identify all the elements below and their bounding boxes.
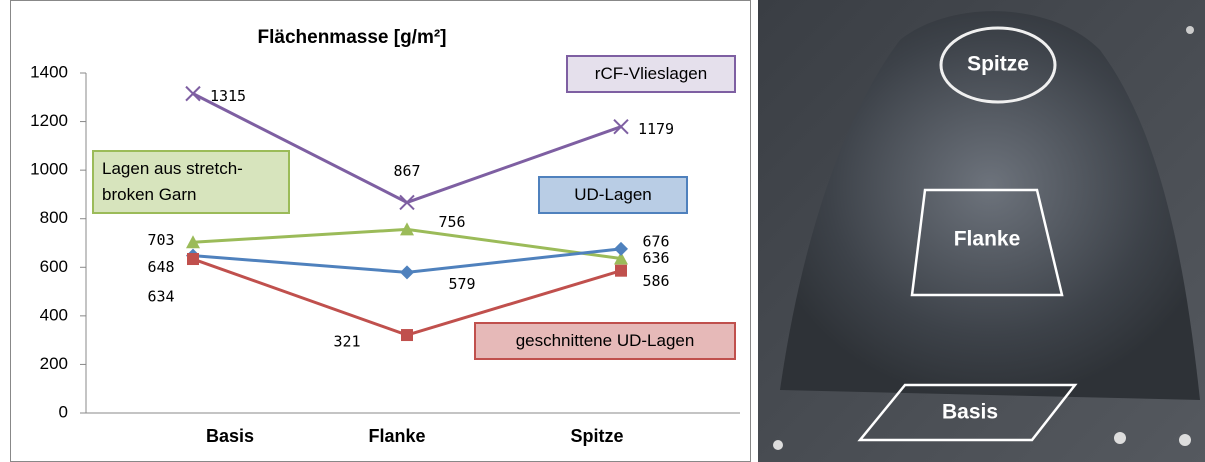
legend-entry: Lagen aus stretch-broken Garn — [92, 150, 290, 214]
legend-entry: geschnittene UD-Lagen — [474, 322, 736, 360]
data-label: 756 — [438, 213, 465, 231]
data-label: 1315 — [210, 87, 246, 105]
hole — [1179, 434, 1191, 446]
y-tick-label: 400 — [40, 305, 68, 324]
y-tick-label: 200 — [40, 354, 68, 373]
photo: Spitze Flanke Basis — [758, 0, 1205, 462]
data-label: 579 — [448, 275, 475, 293]
x-tick-label: Flanke — [368, 426, 425, 446]
photo-label: Spitze — [967, 53, 1029, 76]
x-tick-label: Spitze — [570, 426, 623, 446]
hole — [773, 440, 783, 450]
page: Flächenmasse [g/m²] Spitze Flanke Basis … — [0, 0, 1205, 462]
y-tick-label: 1200 — [30, 111, 68, 130]
data-label: 634 — [147, 288, 174, 306]
legend-entry: UD-Lagen — [538, 176, 688, 214]
data-label: 1179 — [638, 120, 674, 138]
data-label: 321 — [333, 333, 360, 351]
hole — [1114, 432, 1126, 444]
marker — [615, 265, 627, 277]
data-label: 676 — [642, 232, 669, 250]
photo-label: Basis — [942, 401, 998, 424]
y-tick-label: 600 — [40, 257, 68, 276]
x-tick-label: Basis — [206, 426, 254, 446]
chart-title: Flächenmasse [g/m²] — [258, 27, 447, 48]
data-label: 648 — [147, 258, 174, 276]
y-tick-label: 1000 — [30, 160, 68, 179]
hole — [1186, 26, 1194, 34]
data-label: 703 — [147, 231, 174, 249]
y-tick-label: 800 — [40, 208, 68, 227]
marker — [401, 329, 413, 341]
data-label: 636 — [642, 249, 669, 267]
data-label: 586 — [642, 272, 669, 290]
data-label: 867 — [393, 162, 420, 180]
y-tick-label: 0 — [59, 402, 68, 421]
photo-label: Flanke — [954, 228, 1021, 251]
marker — [187, 253, 199, 265]
y-tick-label: 1400 — [30, 62, 68, 81]
legend-entry: rCF-Vlieslagen — [566, 55, 736, 93]
